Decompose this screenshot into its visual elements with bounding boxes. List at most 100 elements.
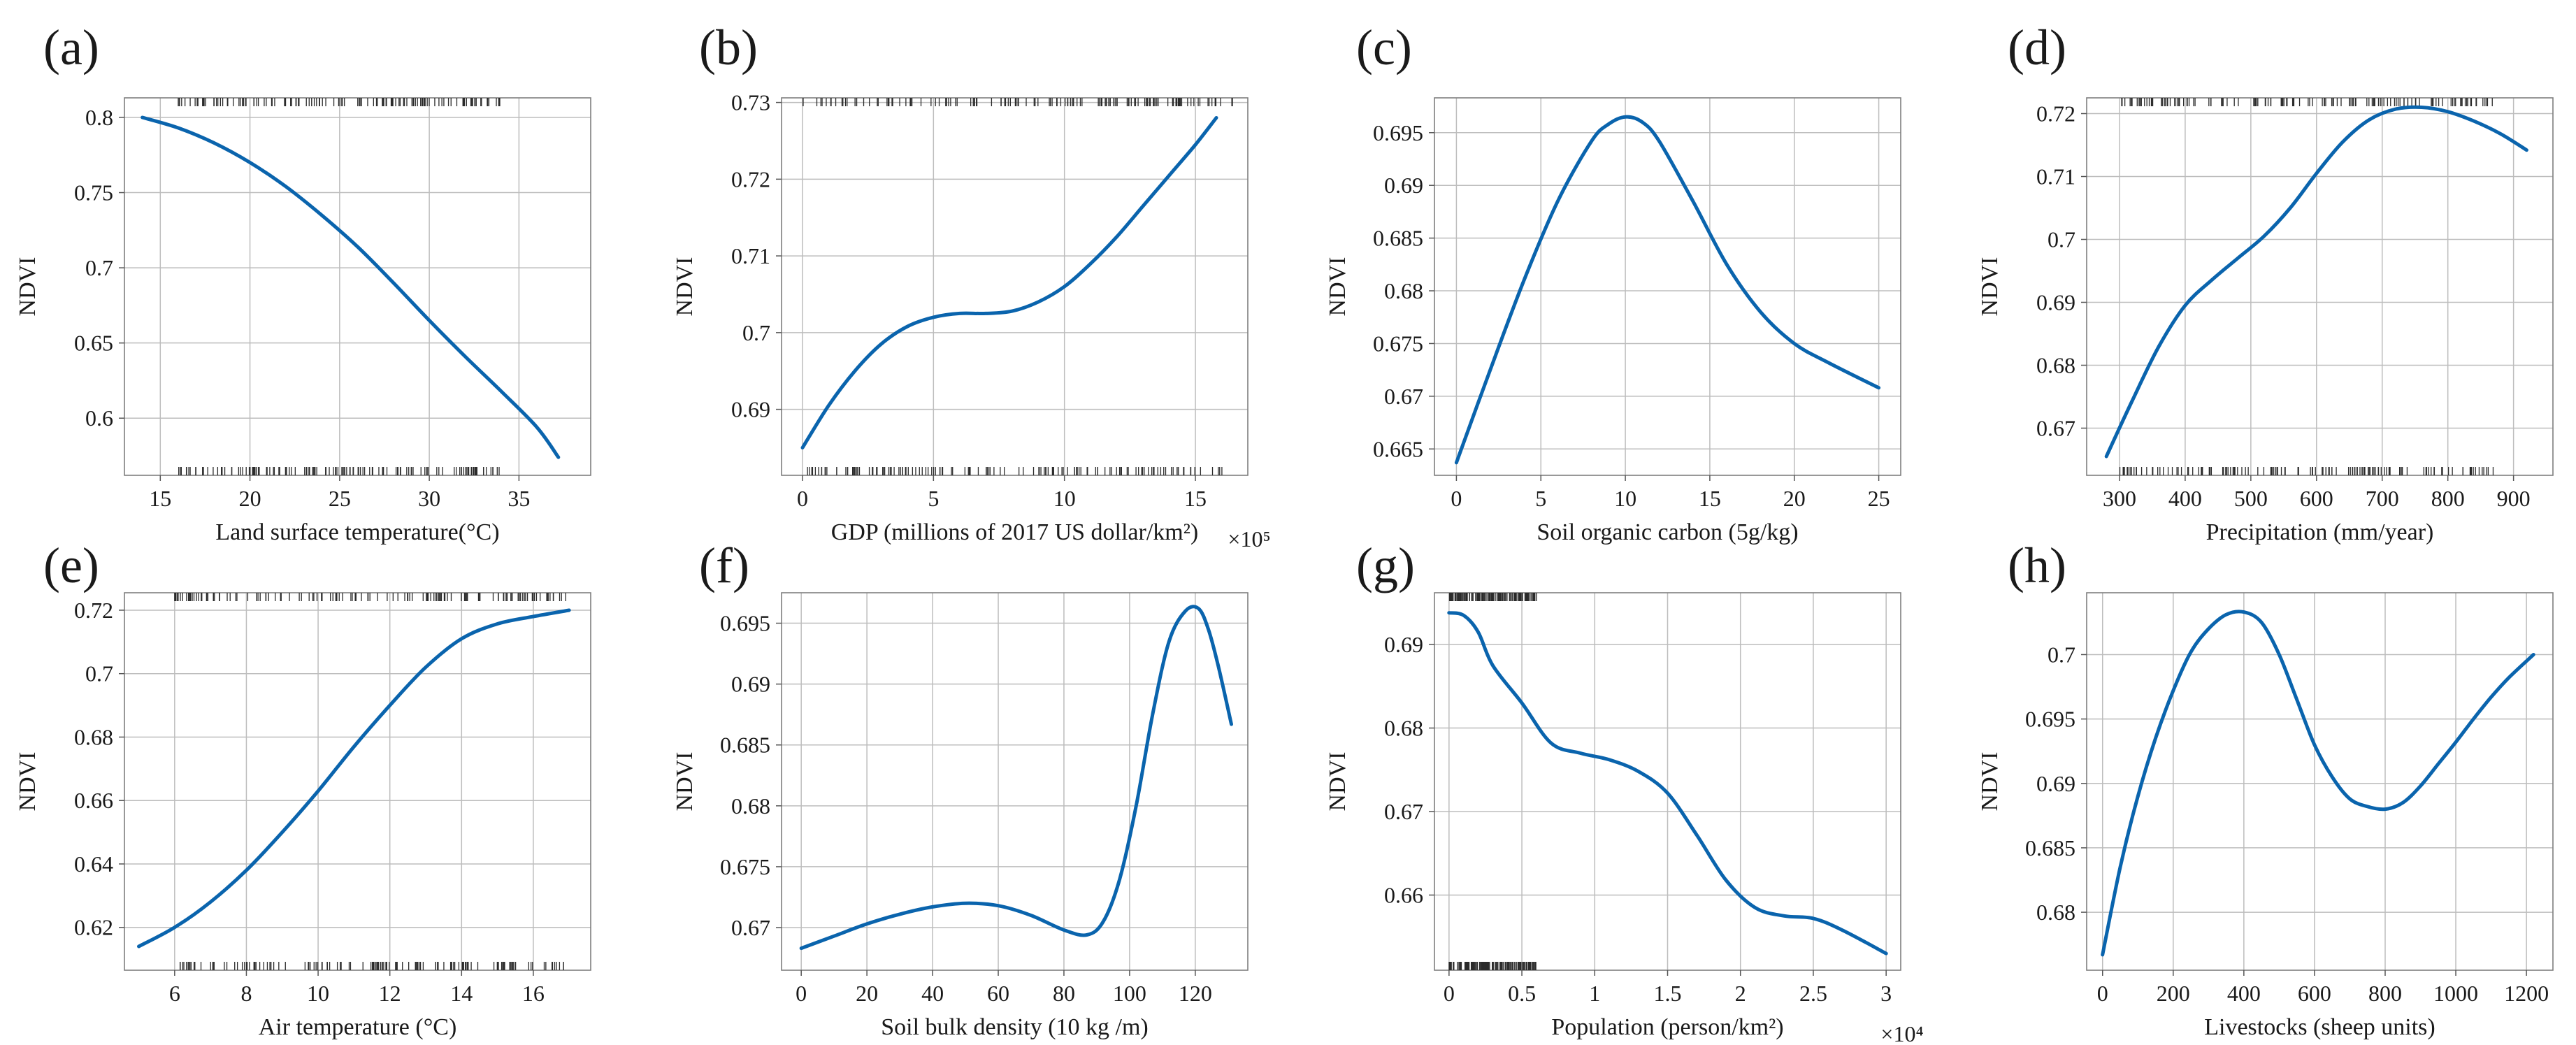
x-tick-label: 1000 [2433, 981, 2478, 1006]
gridlines [782, 98, 1248, 475]
x-tick-label: 400 [2227, 981, 2261, 1006]
x-axis-label: Air temperature (°C) [259, 1014, 457, 1040]
x-axis-multiplier: ×10⁵ [1228, 526, 1270, 552]
plot-frame [124, 592, 591, 971]
y-tick-label: 0.675 [720, 854, 770, 879]
panel-f: (f) Soil bulk density (10 kg /m) NDVI 0 2… [672, 538, 1249, 1040]
x-tick-label: 80 [1053, 981, 1075, 1006]
gridlines [2087, 593, 2553, 970]
y-tick-label: 0.7 [742, 320, 770, 345]
panel-c: (c) Soil organic carbon (5g/kg) NDVI 0 5 1… [1325, 20, 1901, 545]
y-tick-label: 0.665 [1373, 436, 1423, 461]
panel-e: (e) Air temperature (°C) NDVI 6 8 10 12 14 16… [15, 538, 591, 1040]
y-tick-label: 0.6 [85, 405, 113, 431]
x-tick-label: 300 [2103, 486, 2136, 511]
y-tick-label: 0.685 [1373, 226, 1423, 251]
ndvi-curve [799, 605, 1233, 951]
x-tick-label: 0 [797, 486, 808, 511]
gridlines [124, 593, 591, 970]
y-tick-label: 0.8 [85, 105, 113, 130]
y-tick-label: 0.67 [2036, 416, 2075, 441]
x-tick-label: 600 [2298, 981, 2331, 1006]
y-tick-label: 0.73 [731, 90, 770, 115]
y-tick-label: 0.75 [74, 180, 113, 206]
y-tick-label: 0.675 [1373, 331, 1423, 356]
y-axis-label: NDVI [672, 752, 698, 812]
x-tick-label: 6 [169, 981, 180, 1006]
plot-frame [2086, 592, 2554, 971]
rug-marks [1448, 593, 1537, 970]
y-axis-label: NDVI [1977, 257, 2003, 317]
x-tick-label: 0 [796, 981, 807, 1006]
panel-h: (h) Livestocks (sheep units) NDVI 0 200 40… [1977, 538, 2554, 1040]
ndvi-curve [1447, 611, 1888, 956]
x-tick-label: 120 [1179, 981, 1212, 1006]
x-tick-label: 2.5 [1799, 981, 1827, 1006]
x-tick-label: 10 [307, 981, 329, 1006]
ndvi-curve [141, 115, 561, 459]
y-tick-label: 0.695 [720, 611, 770, 636]
x-tick-label: 10 [1614, 486, 1636, 511]
gridlines [1434, 593, 1901, 970]
gridlines [2087, 98, 2553, 475]
x-tick-label: 35 [508, 486, 530, 511]
y-tick-label: 0.68 [731, 793, 770, 819]
x-tick-label: 0 [1444, 981, 1455, 1006]
y-axis-label: NDVI [672, 257, 698, 317]
x-tick-label: 15 [1699, 486, 1721, 511]
x-tick-label: 200 [2157, 981, 2190, 1006]
y-tick-label: 0.7 [85, 661, 113, 686]
y-tick-label: 0.68 [2036, 353, 2075, 378]
plot-frame [124, 97, 591, 476]
x-axis-label: Soil organic carbon (5g/kg) [1537, 519, 1798, 545]
x-tick-label: 14 [450, 981, 473, 1006]
y-tick-label: 0.72 [731, 166, 770, 192]
ndvi-curve [2104, 105, 2528, 459]
y-tick-label: 0.7 [2048, 227, 2075, 252]
plot-frame [1434, 97, 1901, 476]
rug-marks [178, 98, 501, 475]
y-tick-label: 0.68 [1384, 278, 1423, 303]
y-tick-label: 0.69 [731, 672, 770, 697]
x-tick-label: 1 [1589, 981, 1600, 1006]
x-tick-label: 30 [418, 486, 440, 511]
x-tick-label: 800 [2368, 981, 2402, 1006]
panel-d: (d) Precipitation (mm/year) NDVI 300 400 5… [1977, 20, 2554, 545]
x-tick-label: 2 [1735, 981, 1746, 1006]
plot-frame [781, 592, 1249, 971]
panel-label: (a) [43, 20, 99, 75]
x-tick-label: 20 [239, 486, 261, 511]
y-tick-label: 0.695 [1373, 120, 1423, 145]
y-tick-label: 0.72 [74, 598, 113, 623]
y-axis-label: NDVI [1325, 752, 1351, 812]
x-tick-label: 5 [928, 486, 939, 511]
y-tick-label: 0.69 [2036, 771, 2075, 796]
y-tick-label: 0.66 [1384, 882, 1423, 907]
panel-label: (g) [1356, 538, 1415, 593]
x-tick-label: 5 [1535, 486, 1546, 511]
gridlines [124, 98, 591, 475]
x-tick-label: 15 [149, 486, 171, 511]
y-tick-label: 0.69 [2036, 290, 2075, 315]
y-tick-label: 0.72 [2036, 101, 2075, 127]
ndvi-curve [2101, 610, 2535, 957]
panel-label: (e) [43, 538, 99, 593]
panel-a: (a) Land surface temperature(°C) NDVI 15… [15, 20, 591, 545]
panel-b: (b) GDP (millions of 2017 US dollar/km²)… [672, 20, 1271, 552]
x-tick-label: 0.5 [1508, 981, 1536, 1006]
rug-marks [803, 98, 1233, 475]
x-axis-label: Precipitation (mm/year) [2206, 519, 2434, 545]
x-axis-multiplier: ×10⁴ [1880, 1021, 1923, 1045]
x-tick-label: 16 [522, 981, 545, 1006]
y-axis-label: NDVI [15, 752, 41, 812]
y-tick-label: 0.69 [731, 397, 770, 422]
ndvi-curve [800, 116, 1218, 449]
ndvi-curve [137, 608, 571, 949]
x-axis-label: Population (person/km²) [1551, 1014, 1783, 1040]
x-tick-label: 40 [921, 981, 944, 1006]
x-tick-label: 0 [1451, 486, 1462, 511]
ndvi-curve [1454, 115, 1881, 465]
x-axis-label: GDP (millions of 2017 US dollar/km²) [831, 519, 1199, 545]
panel-label: (b) [699, 20, 758, 75]
